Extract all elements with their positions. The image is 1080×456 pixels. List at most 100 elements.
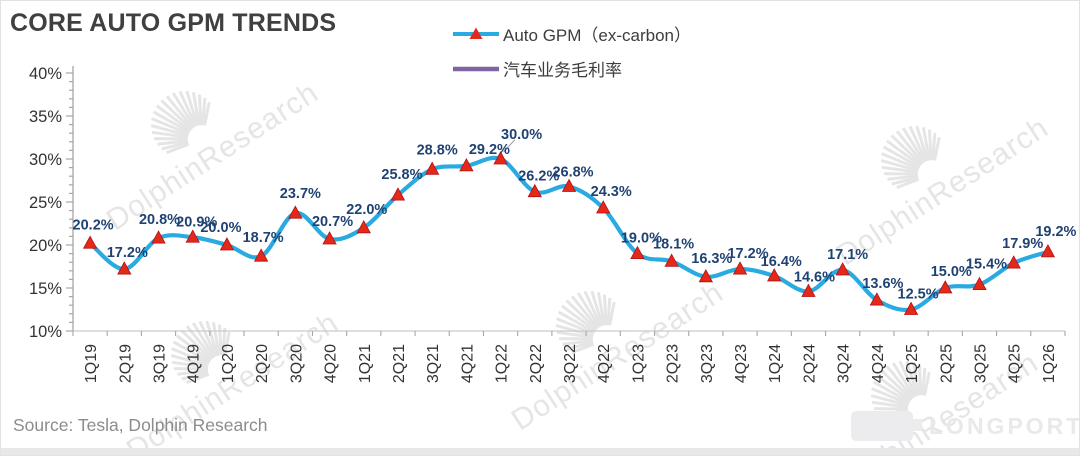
x-tick-label: 1Q22 (494, 344, 511, 383)
data-label: 30.0% (501, 127, 542, 143)
data-label: 16.3% (691, 251, 732, 267)
x-tick-label: 2Q22 (528, 344, 545, 383)
x-tick-label: 2Q23 (665, 344, 682, 383)
data-label: 19.0% (621, 231, 662, 247)
data-point-marker (82, 235, 98, 249)
data-label: 26.2% (518, 169, 559, 185)
data-point-marker (664, 253, 679, 267)
data-point-marker (322, 231, 337, 245)
data-point-marker (1040, 244, 1056, 258)
data-label: 18.7% (243, 230, 284, 246)
data-point-marker (869, 292, 885, 306)
x-tick-label: 1Q24 (767, 344, 784, 383)
data-label: 24.3% (591, 184, 632, 200)
data-label: 20.2% (73, 217, 114, 233)
x-tick-label: 4Q22 (596, 344, 613, 383)
data-point-marker (493, 151, 508, 165)
x-tick-label: 3Q21 (425, 344, 442, 383)
data-point-marker (527, 183, 542, 198)
line-triangle-marker-icon (453, 27, 499, 39)
data-point-marker (1006, 255, 1021, 269)
legend-item-auto-gpm: Auto GPM（ex-carbon） (453, 21, 691, 46)
longport-watermark: LONGPORT (851, 411, 1080, 441)
data-point-marker (801, 283, 816, 297)
x-tick-label: 4Q21 (459, 344, 476, 383)
y-tick-label: 20% (29, 237, 62, 255)
y-tick-label: 35% (29, 108, 62, 126)
x-tick-label: 2Q21 (391, 344, 408, 383)
x-tick-label: 4Q24 (870, 344, 887, 383)
data-point-marker (425, 161, 440, 175)
chart-title: CORE AUTO GPM TRENDS (10, 9, 337, 37)
x-tick-label: 4Q20 (323, 344, 340, 383)
data-label: 25.8% (381, 167, 422, 183)
label-leader-line (503, 139, 515, 153)
x-tick-label: 2Q19 (117, 344, 134, 383)
data-label: 14.6% (794, 269, 835, 285)
data-label: 28.8% (417, 142, 458, 158)
data-label: 15.4% (966, 257, 1007, 273)
data-point-marker (938, 280, 953, 294)
data-point-marker (288, 205, 303, 219)
data-point-marker (596, 200, 611, 214)
data-point-marker (767, 268, 782, 282)
data-point-marker (903, 301, 919, 315)
data-point-marker (630, 245, 645, 260)
x-tick-label: 4Q25 (1007, 344, 1024, 383)
data-label: 17.1% (827, 247, 868, 263)
y-tick-label: 10% (29, 323, 62, 341)
data-label: 18.1% (653, 236, 694, 252)
x-tick-label: 1Q19 (83, 344, 100, 383)
legend: Auto GPM（ex-carbon） 汽车业务毛利率 (453, 21, 691, 81)
data-label: 15.0% (931, 264, 972, 280)
data-point-marker (219, 237, 235, 251)
data-label: 20.0% (200, 220, 241, 236)
data-point-marker (732, 261, 748, 275)
legend-label-auto-margin-cn: 汽车业务毛利率 (503, 61, 622, 80)
y-tick-label: 40% (29, 65, 62, 83)
y-tick-label: 15% (29, 280, 62, 298)
data-label: 22.0% (346, 202, 387, 218)
longport-logo-icon (851, 411, 922, 441)
data-label: 13.6% (862, 276, 903, 292)
x-tick-label: 3Q19 (152, 344, 169, 383)
y-tick-label: 25% (29, 194, 62, 212)
data-point-marker (835, 262, 850, 276)
legend-label-auto-gpm: Auto GPM（ex-carbon） (503, 26, 692, 45)
data-label: 29.2% (469, 142, 510, 158)
x-tick-label: 3Q22 (562, 344, 579, 383)
data-point-marker (356, 219, 371, 234)
data-label: 20.9% (176, 214, 217, 230)
x-tick-label: 3Q23 (699, 344, 716, 383)
x-tick-label: 3Q20 (288, 344, 305, 383)
data-label: 23.7% (280, 186, 321, 202)
x-tick-label: 2Q24 (801, 344, 818, 383)
data-label: 12.5% (898, 287, 939, 303)
y-tick-label: 30% (29, 151, 62, 169)
x-tick-label: 2Q20 (254, 344, 271, 383)
bottom-divider-strip (1, 448, 1079, 455)
data-label: 16.4% (761, 254, 802, 270)
data-point-marker (390, 187, 406, 201)
data-point-marker (253, 248, 269, 262)
x-tick-label: 1Q23 (630, 344, 647, 383)
x-tick-label: 3Q25 (972, 344, 989, 383)
data-point-marker (185, 229, 200, 243)
x-tick-label: 4Q23 (733, 344, 750, 383)
longport-wordmark: LONGPORT (929, 412, 1080, 439)
legend-item-auto-margin-cn: 汽车业务毛利率 (453, 56, 691, 81)
data-label: 17.2% (727, 246, 768, 262)
data-point-marker (151, 230, 166, 244)
data-point-marker (698, 268, 713, 283)
data-label: 26.8% (552, 165, 593, 181)
x-tick-label: 1Q25 (904, 344, 921, 383)
data-label: 20.7% (312, 214, 353, 230)
x-tick-label: 2Q25 (938, 344, 955, 383)
data-point-marker (561, 178, 577, 192)
data-label: 17.9% (1002, 236, 1043, 252)
x-tick-label: 1Q20 (220, 344, 237, 383)
data-point-marker (459, 158, 474, 172)
x-tick-label: 1Q21 (357, 344, 374, 383)
